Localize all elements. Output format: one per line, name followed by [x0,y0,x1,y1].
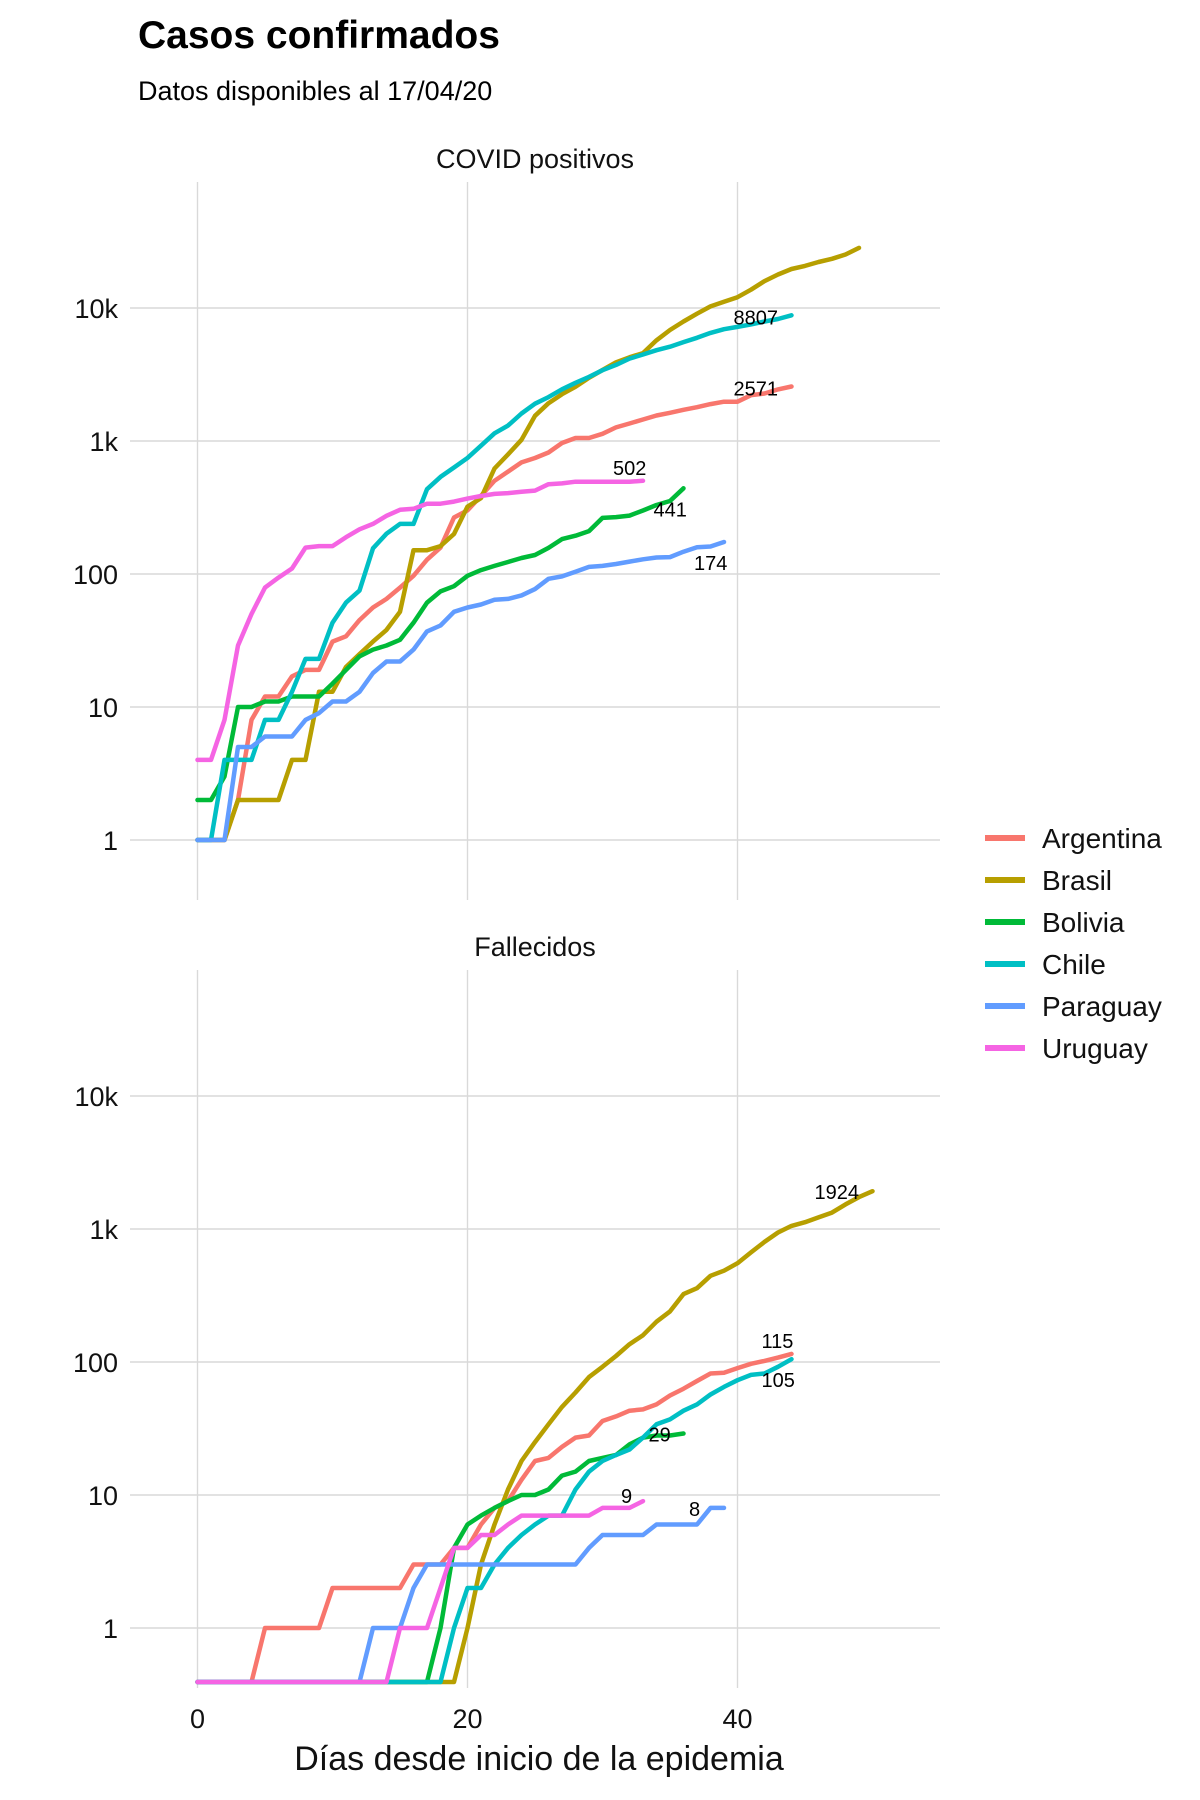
legend-label: Uruguay [1042,1033,1148,1064]
legend-item-uruguay: Uruguay [985,1033,1148,1064]
legend-label: Chile [1042,949,1106,980]
panel-fallecidos: Fallecidos 1 10 100 1k 10k 1924 115 105 29 9 8 [73,932,940,1688]
end-label-paraguay: 8 [689,1499,700,1521]
legend-label: Argentina [1042,823,1162,854]
facet-label: COVID positivos [436,144,634,174]
series-line-argentina [195,384,794,843]
end-label-argentina: 115 [762,1331,794,1353]
legend: Argentina Brasil Bolivia Chile Paraguay Urugu… [985,823,1162,1064]
end-label-chile: 105 [762,1370,795,1392]
legend-item-paraguay: Paraguay [985,991,1162,1022]
series-line-brasil [195,1188,875,1685]
facet-label: Fallecidos [474,932,596,962]
series-line-chile [195,313,794,843]
end-label-argentina: 2571 [734,378,779,400]
series-line-uruguay [195,478,646,763]
x-axis-label: Días desde inicio de la epidemia [294,1740,784,1778]
series-line-paraguay [195,539,727,843]
legend-label: Brasil [1042,865,1112,896]
y-tick-label: 100 [73,560,118,590]
end-label-uruguay: 502 [613,458,646,480]
x-tick-label: 20 [452,1704,482,1734]
x-tick-label: 40 [722,1704,752,1734]
y-tick-label: 1 [103,826,118,856]
y-tick-label: 1 [103,1614,118,1644]
y-tick-label: 10k [74,1082,118,1112]
end-label-bolivia: 29 [649,1425,671,1447]
legend-item-bolivia: Bolivia [985,907,1125,938]
end-label-brasil: 1924 [815,1182,860,1204]
end-label-chile: 8807 [734,307,779,329]
end-label-bolivia: 441 [654,499,687,521]
series-line-bolivia [195,486,686,803]
y-tick-label: 100 [73,1348,118,1378]
x-tick-label: 0 [190,1704,205,1734]
panel-positivos: COVID positivos 1 10 100 1k 10k 8807 2571 502 441… [73,144,940,900]
legend-item-brasil: Brasil [985,865,1112,896]
series-line-brasil [195,245,862,843]
y-tick-label: 1k [89,1215,118,1245]
legend-item-chile: Chile [985,949,1106,980]
end-label-paraguay: 174 [694,553,727,575]
series-line-uruguay [195,1498,646,1685]
legend-label: Paraguay [1042,991,1162,1022]
legend-item-argentina: Argentina [985,823,1162,854]
y-tick-label: 10 [88,693,118,723]
chart-title: Casos confirmados [138,14,500,57]
end-label-uruguay: 9 [621,1486,632,1508]
chart-subtitle: Datos disponibles al 17/04/20 [138,76,493,106]
legend-label: Bolivia [1042,907,1125,938]
y-tick-label: 1k [89,427,118,457]
series-line-bolivia [195,1431,686,1685]
y-tick-label: 10k [74,294,118,324]
y-tick-label: 10 [88,1481,118,1511]
